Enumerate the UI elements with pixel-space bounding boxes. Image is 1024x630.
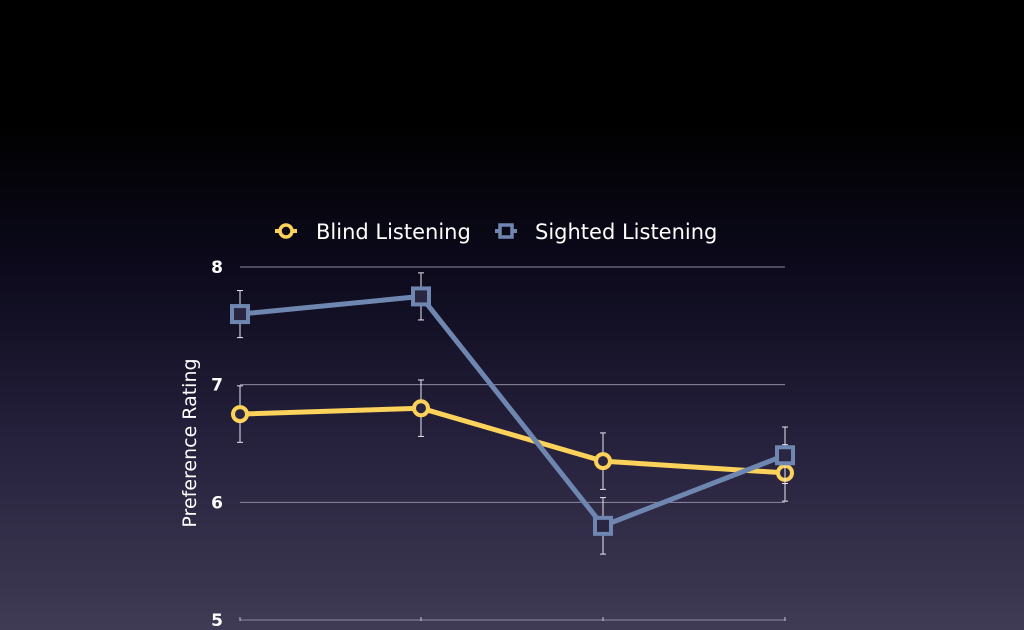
y-axis-title: Preference Rating [179, 358, 201, 527]
data-point [411, 286, 431, 307]
y-tick-label: 6 [211, 493, 223, 513]
data-point [593, 515, 613, 536]
data-point [594, 452, 612, 471]
data-point [231, 405, 249, 424]
y-tick-label: 5 [211, 611, 223, 630]
series-blind-listening [231, 379, 794, 502]
y-axis: 5 6 7 8 [211, 258, 786, 630]
data-point [412, 399, 430, 418]
legend: Blind Listening Sighted Listening [275, 220, 717, 244]
legend-label: Sighted Listening [535, 220, 717, 244]
data-point [775, 445, 795, 466]
legend-square-marker [498, 223, 514, 239]
legend-item: Blind Listening [275, 220, 471, 244]
y-tick-label: 7 [211, 376, 223, 396]
series-line [239, 405, 786, 476]
data-point [230, 304, 250, 325]
series-sighted-listening [230, 272, 795, 555]
grid-lines [240, 266, 785, 621]
legend-circle-marker [278, 223, 294, 239]
series-line [239, 293, 786, 529]
legend-item: Sighted Listening [495, 220, 717, 244]
legend-label: Blind Listening [316, 220, 471, 244]
y-tick-label: 8 [211, 258, 223, 278]
series-lines [230, 272, 795, 555]
